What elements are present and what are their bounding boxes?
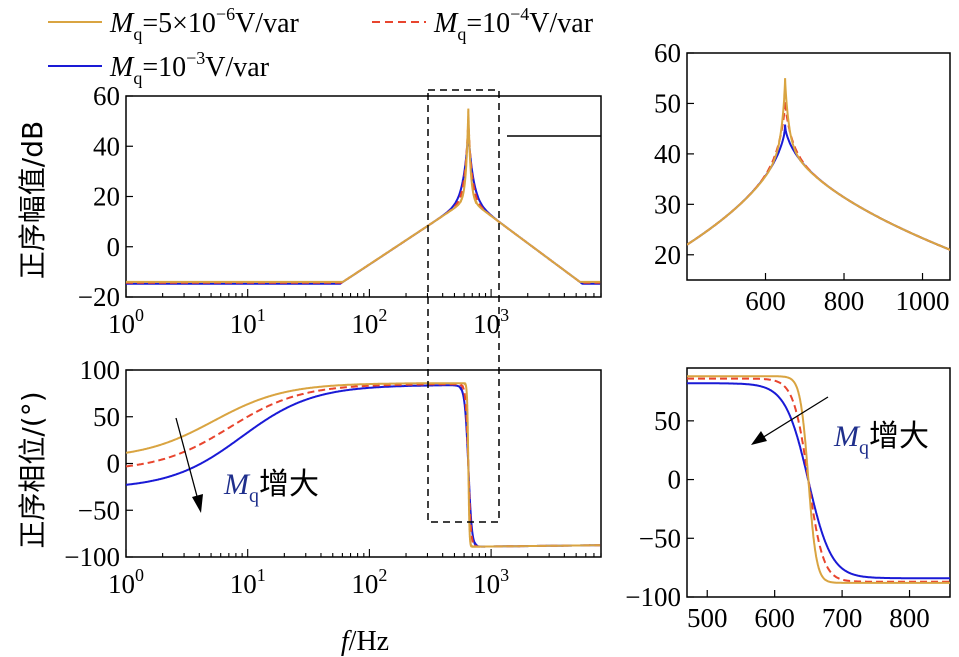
mag-main-ytick-label: 20 bbox=[93, 182, 120, 212]
phase-zoom-ytick-label: −50 bbox=[639, 523, 681, 553]
phase-main-xtick-label: 101 bbox=[230, 565, 266, 599]
mag-zoom-ytick-label: 20 bbox=[654, 240, 681, 270]
mag-zoom-series-gold bbox=[687, 78, 950, 251]
mag-main-xtick-label: 100 bbox=[108, 305, 144, 339]
mag-zoom-ytick-label: 30 bbox=[654, 189, 681, 219]
svg-text:Mq=5×10−6V/var: Mq=5×10−6V/var bbox=[109, 4, 300, 44]
mag-zoom-xtick-label: 1000 bbox=[896, 286, 950, 316]
mag-main-frame bbox=[125, 95, 602, 298]
phase-zoom-xtick-label: 800 bbox=[889, 603, 930, 633]
mag-zoom-ytick-label: 60 bbox=[654, 38, 681, 68]
mag-zoom-xtick-label: 600 bbox=[745, 286, 786, 316]
phase-main-xtick-label: 102 bbox=[351, 565, 387, 599]
mag-main-ytick-label: −20 bbox=[78, 282, 120, 312]
phase-zoom-series-gold bbox=[687, 375, 950, 584]
phase-zoom-xtick-label: 700 bbox=[822, 603, 863, 633]
phase-zoom-xtick-label: 500 bbox=[687, 603, 728, 633]
mq-increase-label-main: Mq增大 bbox=[223, 467, 319, 507]
svg-text:Mq=10−4V/var: Mq=10−4V/var bbox=[433, 4, 594, 44]
phase-main-ytick-label: −50 bbox=[78, 495, 120, 525]
mag-main-series-red bbox=[126, 119, 601, 284]
phase-main-ytick-label: −100 bbox=[64, 542, 120, 572]
mag-zoom-xtick-label: 800 bbox=[824, 286, 865, 316]
phase-zoom-frame bbox=[686, 367, 951, 598]
svg-text:Mq=10−3V/var: Mq=10−3V/var bbox=[109, 48, 270, 88]
phase-main-xtick-label: 100 bbox=[108, 565, 144, 599]
mag-main-xtick-label: 102 bbox=[351, 305, 387, 339]
phase-main-series-blue bbox=[126, 384, 601, 548]
phase-main-frame bbox=[125, 369, 602, 558]
phase-zoom-series-blue bbox=[687, 382, 950, 580]
mag-main-xtick-label: 103 bbox=[473, 305, 509, 339]
mq-increase-arrow-zoom bbox=[751, 396, 829, 445]
phase-main-ytick-label: 50 bbox=[93, 402, 120, 432]
mag-main-series-blue bbox=[126, 131, 601, 285]
phase-zoom-xtick-label: 600 bbox=[754, 603, 795, 633]
mag-main-ytick-label: 40 bbox=[93, 131, 120, 161]
phase-zoom-ytick-label: −100 bbox=[625, 582, 681, 612]
magnitude-zoom-plot: 60 50 40 30 20 600 800 1000 bbox=[654, 38, 951, 316]
legend-entry-3: Mq=10−3V/var bbox=[48, 48, 270, 88]
x-axis-label: f/Hz bbox=[341, 626, 389, 657]
mag-ylabel: 正序幅值/dB bbox=[16, 121, 49, 279]
phase-zoom-ytick-label: 50 bbox=[654, 406, 681, 436]
mq-increase-arrow-main bbox=[175, 417, 203, 513]
mag-zoom-ytick-label: 40 bbox=[654, 139, 681, 169]
mag-zoom-frame bbox=[686, 52, 951, 281]
mag-main-ytick-label: 60 bbox=[93, 81, 120, 111]
mag-zoom-series-blue bbox=[687, 124, 950, 251]
phase-main-xtick-label: 103 bbox=[473, 565, 509, 599]
phase-zoom-series-red bbox=[687, 377, 950, 583]
mag-zoom-series-red bbox=[687, 100, 950, 251]
mag-main-ytick-label: 0 bbox=[107, 232, 121, 262]
phase-main-ytick-label: 0 bbox=[107, 449, 121, 479]
phase-main-ytick-label: 100 bbox=[80, 355, 121, 385]
legend-entry-2: Mq=10−4V/var bbox=[372, 4, 594, 44]
phase-main-series-gold bbox=[126, 382, 601, 548]
legend: Mq=5×10−6V/var Mq=10−4V/var Mq=10−3V/var bbox=[48, 4, 594, 88]
mq-increase-label-zoom: Mq增大 bbox=[833, 419, 929, 459]
legend-entry-1: Mq=5×10−6V/var bbox=[48, 4, 300, 44]
phase-zoom-ytick-label: 0 bbox=[668, 465, 682, 495]
mag-main-xtick-label: 101 bbox=[230, 305, 266, 339]
mag-zoom-ytick-label: 50 bbox=[654, 88, 681, 118]
phase-ylabel: 正序相位/(°) bbox=[16, 391, 49, 548]
mag-main-series-gold bbox=[126, 108, 601, 283]
zoom-region-box bbox=[427, 89, 500, 523]
